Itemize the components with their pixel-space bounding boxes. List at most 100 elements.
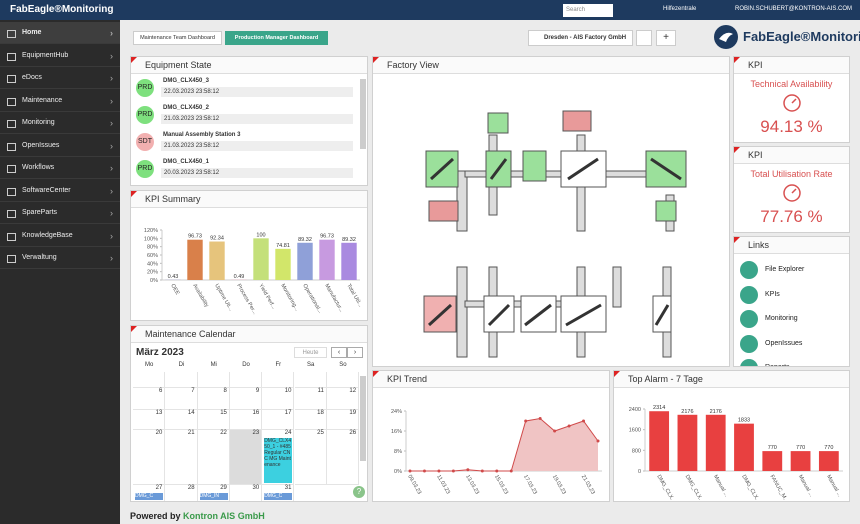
- value-label: 74.81: [276, 243, 290, 249]
- point: [553, 429, 557, 433]
- location-select[interactable]: Dresden - AIS Factory GmbH: [528, 30, 633, 46]
- nav-item[interactable]: SpareParts: [0, 202, 120, 224]
- help-link[interactable]: Hilfezentrale: [663, 6, 697, 12]
- link[interactable]: KPIs: [765, 290, 780, 298]
- panel-title: Maintenance Calendar: [131, 326, 367, 343]
- calendar-event[interactable]: DMG_C: [264, 493, 293, 500]
- panel-title: KPI: [734, 57, 849, 74]
- day-cell[interactable]: 11: [294, 388, 327, 410]
- weekday: Sa: [306, 362, 315, 368]
- user-menu[interactable]: ROBIN.SCHUBERT@KONTRON-AIS.COM: [735, 6, 852, 12]
- today-button[interactable]: Heute: [294, 347, 327, 358]
- prev-button[interactable]: ‹: [331, 347, 347, 358]
- link-icon[interactable]: [740, 359, 758, 366]
- nav-item[interactable]: Workflows: [0, 157, 120, 179]
- day-cell[interactable]: 8: [197, 388, 230, 410]
- nav-item[interactable]: Monitoring: [0, 112, 120, 134]
- calendar-event[interactable]: DMG_IN: [199, 493, 228, 500]
- panel-title: Top Alarm - 7 Tage: [614, 371, 849, 388]
- tab-active[interactable]: Production Manager Dashboard: [225, 31, 328, 45]
- factory-map: [423, 110, 687, 358]
- weekday: Mo: [144, 362, 154, 368]
- value-label: 770: [824, 445, 833, 451]
- calendar-event[interactable]: DMG_CLX450_1 - #485 Regular CNC MG Maint…: [264, 438, 293, 483]
- value-label: 89.32: [298, 237, 312, 243]
- point: [509, 469, 513, 473]
- add-button[interactable]: +: [656, 30, 676, 46]
- help-button[interactable]: ?: [353, 486, 365, 498]
- value-label: 2176: [681, 409, 693, 415]
- nav-item[interactable]: Verwaltung: [0, 247, 120, 269]
- day-cell[interactable]: 15: [197, 410, 230, 430]
- day-cell[interactable]: 10: [262, 388, 295, 410]
- next-button[interactable]: ›: [347, 347, 363, 358]
- y-tick-label: 0%: [394, 469, 402, 475]
- calendar-month: März 2023: [136, 347, 184, 358]
- y-tick-label: 80%: [147, 245, 158, 251]
- day-cell[interactable]: 24: [262, 430, 295, 485]
- day-cell: [326, 372, 360, 388]
- gauge-needle: [791, 98, 797, 104]
- search-box[interactable]: Search: [563, 4, 613, 17]
- gauge-icon: [783, 184, 801, 202]
- link[interactable]: Reports: [765, 364, 790, 366]
- day-cell[interactable]: 28: [165, 485, 198, 501]
- chart: 0% 20% 40% 60% 80% 100% 120% 0.43 OEE 96.73 Availa…: [144, 228, 364, 316]
- day-cell[interactable]: 18: [294, 410, 327, 430]
- nav-item[interactable]: Home: [0, 22, 120, 44]
- nav-item[interactable]: EquipmentHub: [0, 45, 120, 67]
- day-cell[interactable]: 13: [133, 410, 166, 430]
- day-cell[interactable]: 14: [165, 410, 198, 430]
- day-cell[interactable]: 16: [229, 410, 263, 430]
- day-cell[interactable]: 22: [197, 430, 230, 485]
- x-tick-label: 17.03.23: [522, 474, 538, 496]
- y-tick-label: 40%: [147, 261, 158, 267]
- bar: [705, 414, 726, 471]
- link-icon[interactable]: [740, 285, 758, 304]
- top-alarm-panel: Top Alarm - 7 Tage 0 800 1600 2400 2314 DMG_C…: [613, 370, 850, 502]
- link[interactable]: OpenIssues: [765, 339, 803, 347]
- nav-item[interactable]: KnowledgeBase: [0, 225, 120, 247]
- day-cell[interactable]: 25: [294, 430, 327, 485]
- bar: [734, 423, 754, 471]
- y-tick-label: 0%: [150, 278, 158, 284]
- link[interactable]: File Explorer: [765, 266, 805, 273]
- bar: [790, 451, 811, 471]
- link-icon[interactable]: [740, 310, 758, 328]
- point: [451, 469, 455, 473]
- day-cell[interactable]: 26: [326, 430, 360, 485]
- nav-item[interactable]: Maintenance: [0, 90, 120, 112]
- value-label: 100: [256, 232, 265, 238]
- day-cell[interactable]: 21: [165, 430, 198, 485]
- link-icon[interactable]: [740, 334, 758, 353]
- edit-button[interactable]: [636, 30, 652, 46]
- link[interactable]: Monitoring: [765, 315, 798, 322]
- link-icon[interactable]: [740, 261, 758, 279]
- day-cell: [229, 372, 263, 388]
- day-cell[interactable]: 31: [262, 485, 295, 501]
- chart: 0% 8% 16% 24% 09.03.23 11.03.23 13.03.23 15.03.…: [391, 409, 602, 496]
- kpi-value: 94.13 %: [760, 117, 823, 136]
- x-tick-label: Manual ...: [797, 474, 815, 498]
- value-label: 89.32: [342, 237, 356, 243]
- nav-item[interactable]: eDocs: [0, 67, 120, 89]
- day-cell[interactable]: 7: [165, 388, 198, 410]
- point: [538, 417, 542, 420]
- day-cell[interactable]: 27: [133, 485, 166, 501]
- day-cell[interactable]: 12: [326, 388, 360, 410]
- nav-item[interactable]: SoftwareCenter: [0, 180, 120, 202]
- day-cell[interactable]: 30: [230, 485, 263, 501]
- day-cell[interactable]: 9: [229, 388, 263, 410]
- tab[interactable]: Maintenance Team Dashboard: [133, 31, 222, 45]
- nav-item[interactable]: OpenIssues: [0, 135, 120, 157]
- kpi-trend-panel: KPI Trend 0% 8% 16% 24% 09.03.23 11.03.23 13.0…: [372, 370, 610, 502]
- calendar-event[interactable]: DMG_C: [135, 493, 164, 500]
- day-cell[interactable]: 23: [229, 430, 263, 485]
- day-cell[interactable]: 17: [262, 410, 295, 430]
- day-cell[interactable]: 6: [133, 388, 166, 410]
- equipment-panel: Equipment State PRD DMG_CLX450_3 22.03.202…: [130, 56, 368, 186]
- day-cell[interactable]: 19: [326, 410, 360, 430]
- day-cell[interactable]: 20: [133, 430, 166, 485]
- day-cell[interactable]: 29: [198, 485, 230, 501]
- y-tick-label: 800: [632, 448, 641, 454]
